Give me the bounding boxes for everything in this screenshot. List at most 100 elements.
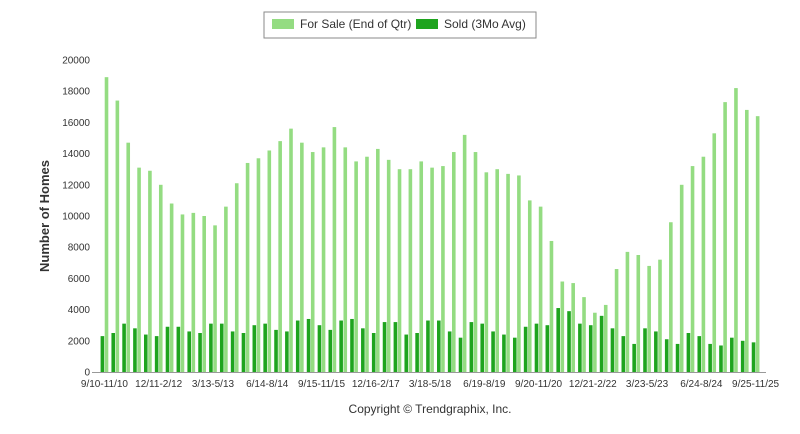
bar-for-sale (571, 283, 575, 372)
x-tick-label: 3/23-5/23 (626, 379, 669, 390)
x-tick-label: 9/10-11/10 (81, 379, 129, 390)
bar-for-sale (321, 147, 326, 372)
bar-for-sale (354, 161, 358, 372)
y-tick-label: 4000 (68, 305, 91, 316)
bar-sold (241, 333, 246, 372)
bar-sold (165, 326, 170, 372)
bar-for-sale (625, 251, 630, 372)
y-tick-label: 8000 (68, 243, 91, 254)
bars-group (100, 77, 760, 373)
bar-for-sale (289, 128, 293, 372)
bar-sold (502, 334, 506, 372)
bar-sold (350, 318, 354, 372)
bar-sold (295, 320, 300, 372)
x-tick-label: 6/19-8/19 (463, 379, 506, 390)
bar-for-sale (723, 102, 727, 373)
bar-sold (491, 331, 495, 372)
legend-label-sold: Sold (3Mo Avg) (444, 17, 526, 31)
bar-sold (252, 325, 257, 372)
x-tick-label: 3/18-5/18 (409, 379, 452, 390)
bar-sold (361, 328, 365, 372)
bar-for-sale (267, 150, 272, 372)
y-tick-label: 20000 (62, 56, 90, 67)
bar-sold (209, 323, 213, 372)
bar-for-sale (614, 269, 619, 372)
bar-for-sale (245, 162, 250, 372)
bar-for-sale (441, 166, 445, 372)
x-tick-label: 9/15-11/15 (298, 379, 346, 390)
bar-sold (122, 323, 126, 372)
bar-for-sale (462, 134, 467, 372)
x-tick-label: 12/21-2/22 (569, 379, 617, 390)
bar-sold (393, 322, 398, 372)
bar-sold (458, 337, 463, 372)
bar-sold (317, 325, 322, 372)
x-axis: 9/10-11/10 12/11-2/12 3/13-5/13 6/14-8/14 9/… (81, 379, 780, 390)
bar-sold (751, 342, 756, 372)
x-tick-label: 6/24-8/24 (680, 379, 723, 390)
bar-for-sale (365, 156, 369, 372)
bar-sold (382, 322, 387, 372)
bar-for-sale (430, 167, 434, 372)
legend-swatch-sold (416, 19, 438, 29)
bar-for-sale (104, 77, 109, 372)
copyright-text: Copyright © Trendgraphix, Inc. (349, 402, 512, 416)
bar-for-sale (484, 172, 489, 372)
bar-sold (556, 308, 560, 372)
bar-for-sale (451, 152, 456, 372)
bar-sold (480, 323, 485, 372)
x-tick-label: 9/25-11/25 (732, 379, 780, 390)
bar-sold (285, 331, 289, 372)
bar-sold (512, 337, 517, 372)
y-tick-label: 16000 (62, 118, 90, 129)
bar-for-sale (527, 200, 532, 372)
bar-sold (187, 331, 192, 372)
bar-sold (100, 336, 105, 372)
bar-sold (415, 333, 419, 372)
bar-for-sale (126, 142, 131, 372)
bar-for-sale (213, 225, 217, 372)
bar-sold (447, 331, 452, 372)
y-tick-label: 14000 (62, 149, 90, 160)
bar-for-sale (180, 214, 185, 372)
bar-sold (599, 315, 604, 372)
bar-sold (230, 331, 235, 372)
bar-sold (176, 326, 181, 372)
bar-for-sale (669, 222, 673, 372)
bar-for-sale (202, 216, 206, 372)
bar-sold (708, 343, 712, 372)
x-tick-label: 12/11-2/12 (135, 379, 183, 390)
bar-sold (643, 328, 647, 372)
bar-for-sale (343, 147, 348, 372)
bar-for-sale (419, 161, 424, 372)
bar-sold (198, 333, 202, 372)
bar-sold (697, 336, 702, 372)
legend-label-for-sale: For Sale (End of Qtr) (300, 17, 411, 31)
bar-for-sale (300, 142, 304, 372)
bar-for-sale (408, 169, 413, 372)
bar-for-sale (506, 173, 510, 372)
bar-sold (371, 333, 376, 372)
bar-for-sale (310, 152, 315, 372)
bar-for-sale (234, 183, 239, 372)
bar-sold (469, 322, 474, 372)
bar-for-sale (701, 156, 706, 372)
bar-for-sale (734, 88, 738, 372)
bar-sold (632, 343, 636, 372)
bar-sold (610, 328, 615, 372)
bar-sold (664, 339, 669, 372)
legend-swatch-for-sale (272, 19, 294, 29)
bar-for-sale (158, 184, 163, 372)
y-tick-label: 2000 (68, 336, 91, 347)
bar-sold (306, 318, 311, 372)
bar-sold (686, 333, 691, 372)
bar-sold (133, 328, 137, 372)
bar-for-sale (376, 148, 380, 372)
bar-sold (426, 320, 430, 372)
x-tick-label: 9/20-11/20 (515, 379, 563, 390)
y-tick-label: 10000 (62, 212, 90, 223)
legend-box (263, 11, 537, 39)
bar-for-sale (582, 297, 586, 372)
bar-for-sale (191, 212, 196, 372)
